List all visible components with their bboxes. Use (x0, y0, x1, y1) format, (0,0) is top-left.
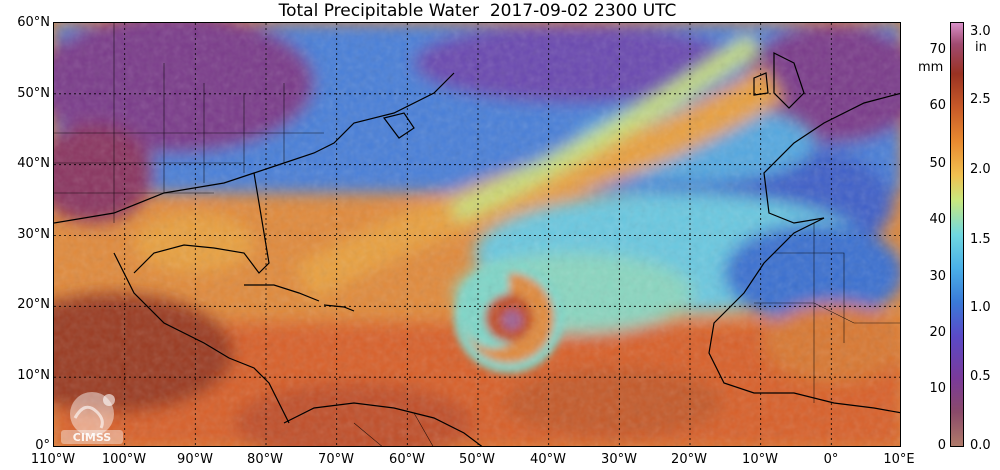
lon-label-10w: 10°W (742, 452, 778, 467)
colorbar-in-tick: 0.5 (970, 369, 991, 384)
colorbar-in-tick: 0.0 (970, 438, 991, 453)
tpw-map (53, 22, 901, 447)
lon-label-90w: 90°W (177, 452, 213, 467)
colorbar-mm-tick: 70 (929, 42, 946, 57)
coastlines (54, 52, 900, 446)
lon-label-0: 0° (823, 452, 839, 467)
colorbar-mm-tick: 30 (929, 269, 946, 284)
lon-label-30w: 30°W (601, 452, 637, 467)
graticule (54, 23, 900, 446)
lat-label-10n: 10°N (17, 368, 50, 383)
colorbar-mm-tick: 20 (929, 325, 946, 340)
colorbar-in-tick: 2.5 (970, 92, 991, 107)
cimss-logo: CIMSS (57, 390, 127, 445)
lat-label-60n: 60°N (17, 15, 50, 30)
colorbar-in-tick: 2.0 (970, 162, 991, 177)
lon-label-40w: 40°W (530, 452, 566, 467)
lon-label-50w: 50°W (459, 452, 495, 467)
colorbar-mm-tick: 0 (937, 438, 946, 453)
colorbar-in-tick: 1.0 (970, 300, 991, 315)
colorbar-mm-tick: 10 (929, 381, 946, 396)
lat-label-20n: 20°N (17, 297, 50, 312)
lon-label-20w: 20°W (671, 452, 707, 467)
lon-label-110w: 110°W (30, 452, 76, 467)
lon-label-10e: 10°E (883, 452, 915, 467)
cimss-logo-icon: CIMSS (61, 392, 123, 444)
map-title: Total Precipitable Water 2017-09-02 2300… (278, 1, 677, 21)
lon-label-70w: 70°W (318, 452, 354, 467)
lon-label-100w: 100°W (101, 452, 147, 467)
colorbar-in-tick: 1.5 (970, 232, 991, 247)
colorbar-mm-tick: 40 (929, 212, 946, 227)
cimss-logo-text: CIMSS (73, 431, 112, 444)
tpw-map-svg (54, 23, 900, 446)
colorbar-mm-unit: mm (918, 60, 944, 75)
colorbar-mm-tick: 60 (929, 98, 946, 113)
colorbar (950, 22, 964, 447)
lat-label-30n: 30°N (17, 227, 50, 242)
colorbar-in-unit: in (975, 40, 987, 55)
lon-label-60w: 60°W (389, 452, 425, 467)
colorbar-in-tick: 3.0 (970, 24, 991, 39)
lon-label-80w: 80°W (247, 452, 283, 467)
lat-label-50n: 50°N (17, 86, 50, 101)
lat-label-40n: 40°N (17, 156, 50, 171)
lat-label-0: 0° (35, 438, 50, 453)
political-borders (54, 23, 900, 446)
colorbar-mm-tick: 50 (929, 156, 946, 171)
colorbar-gradient (951, 23, 963, 446)
